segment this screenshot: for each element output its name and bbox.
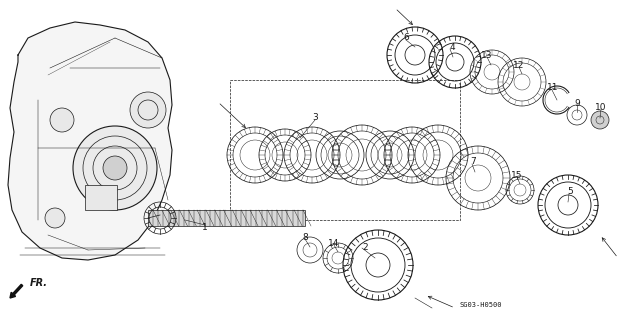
Text: 10: 10 <box>595 102 607 112</box>
Text: SG03-H0500: SG03-H0500 <box>460 302 502 308</box>
Text: 2: 2 <box>362 242 368 251</box>
Text: 14: 14 <box>328 239 340 248</box>
Text: 9: 9 <box>574 99 580 108</box>
Text: 6: 6 <box>403 33 409 42</box>
Text: 15: 15 <box>511 170 523 180</box>
Circle shape <box>45 208 65 228</box>
Circle shape <box>130 92 166 128</box>
Bar <box>148 210 305 226</box>
Circle shape <box>591 111 609 129</box>
Bar <box>230 80 460 220</box>
Text: 8: 8 <box>302 233 308 241</box>
Text: 4: 4 <box>449 42 455 51</box>
Circle shape <box>103 156 127 180</box>
Text: 3: 3 <box>312 114 318 122</box>
Text: 1: 1 <box>202 224 208 233</box>
Text: 13: 13 <box>481 50 493 60</box>
Bar <box>85 185 117 210</box>
Text: 5: 5 <box>567 188 573 197</box>
Text: FR.: FR. <box>30 278 48 288</box>
Text: 7: 7 <box>470 158 476 167</box>
FancyArrow shape <box>10 284 23 298</box>
Text: 12: 12 <box>513 61 525 70</box>
Text: 11: 11 <box>547 83 559 92</box>
Circle shape <box>73 126 157 210</box>
Circle shape <box>50 108 74 132</box>
Polygon shape <box>8 22 172 260</box>
